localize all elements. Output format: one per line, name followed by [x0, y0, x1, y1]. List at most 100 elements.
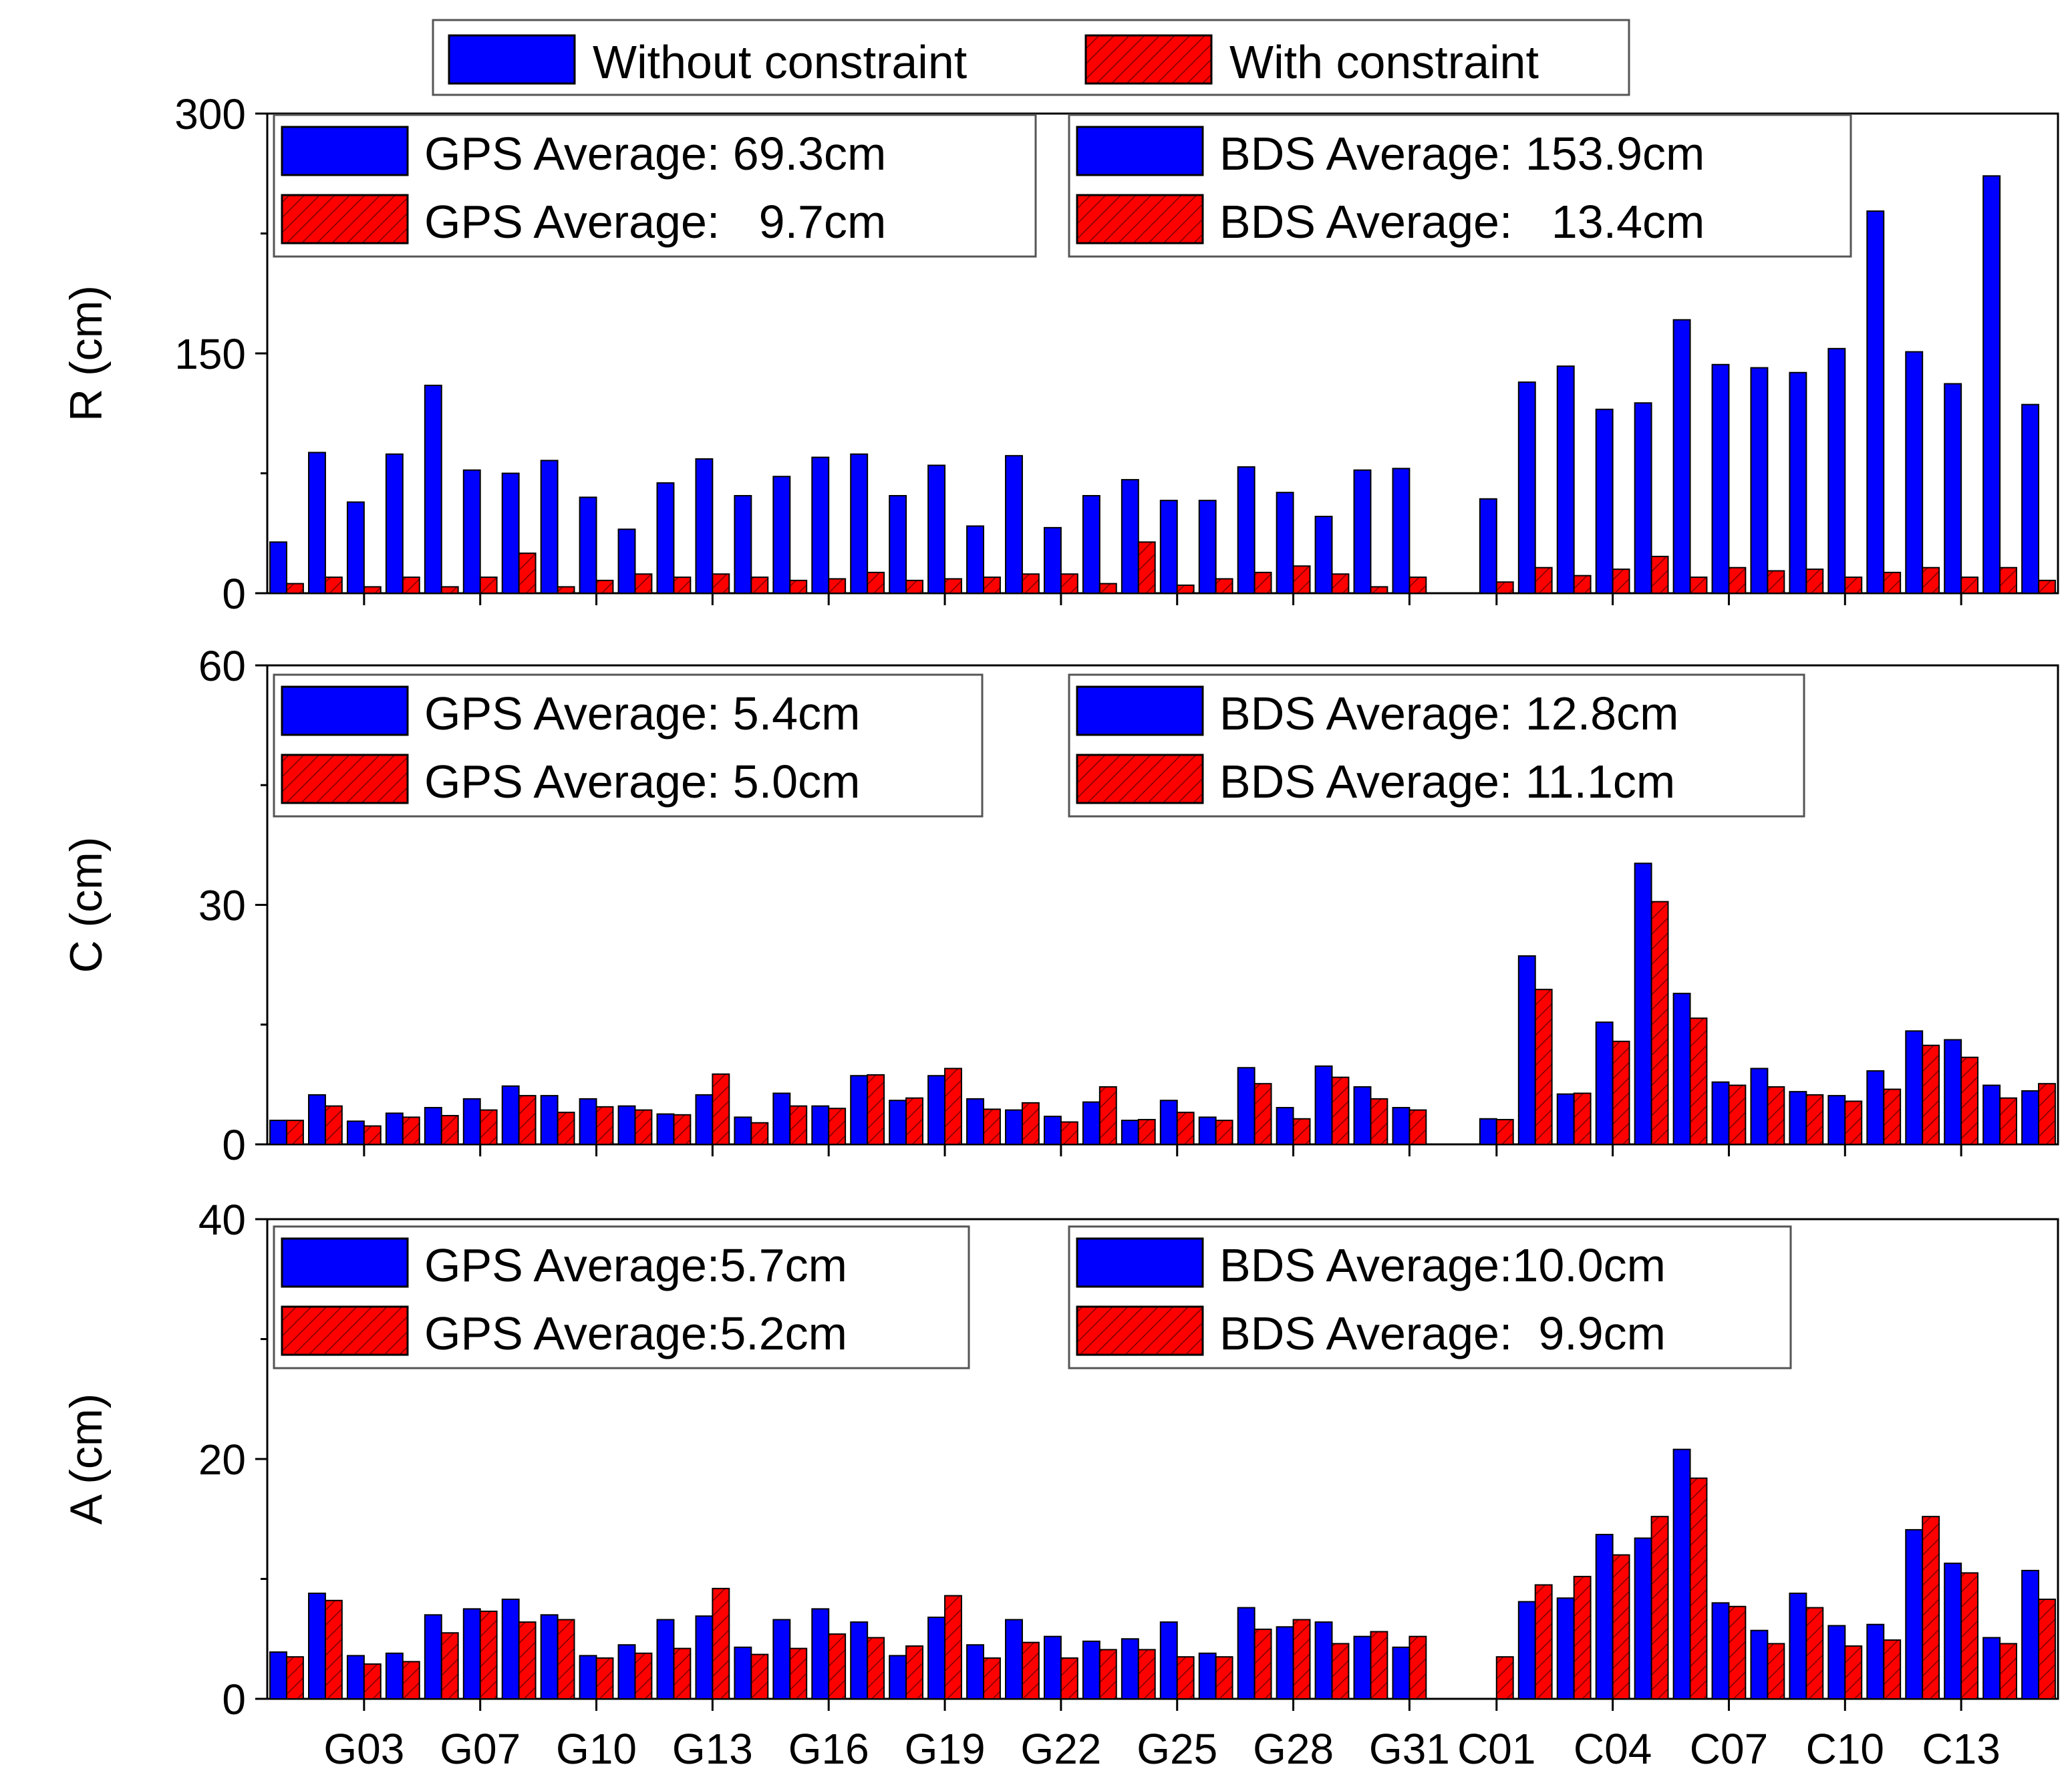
bar-without-constraint [269, 541, 287, 594]
bar-with-constraint [1573, 1092, 1592, 1146]
bar-with-constraint [440, 586, 459, 595]
bar-without-constraint [1159, 1621, 1178, 1700]
bar-with-constraint [828, 578, 847, 595]
bar-without-constraint [1517, 381, 1536, 595]
bar-with-constraint [1922, 1516, 1940, 1699]
bar-without-constraint [1392, 468, 1411, 594]
bar-with-constraint [944, 578, 962, 595]
bar-with-constraint [518, 1095, 537, 1145]
bar-with-constraint [479, 577, 498, 594]
bar-without-constraint [1159, 1100, 1178, 1146]
bar-without-constraint [462, 1608, 481, 1699]
bar-with-constraint [1292, 565, 1311, 595]
swatch-without-constraint [281, 685, 409, 736]
bar-without-constraint [540, 1614, 559, 1700]
bar-without-constraint [2021, 1569, 2040, 1700]
bar-without-constraint [656, 482, 675, 594]
bar-with-constraint [750, 1653, 769, 1699]
bar-without-constraint [1121, 479, 1139, 594]
bar-without-constraint [1634, 1537, 1652, 1699]
bar-without-constraint [424, 1107, 442, 1146]
bar-with-constraint [1253, 1083, 1272, 1146]
average-box: GPS Average: 69.3cm GPS Average: 9.7cm [273, 114, 1037, 258]
bar-with-constraint [1253, 571, 1272, 594]
bar-without-constraint [1595, 1021, 1614, 1146]
bar-without-constraint [501, 1599, 520, 1699]
bar-without-constraint [1789, 1091, 1807, 1146]
average-label: BDS Average: 12.8cm [1219, 687, 1678, 740]
bar-with-constraint [1883, 1639, 1902, 1699]
bar-without-constraint [1314, 516, 1333, 594]
bar-with-constraint [867, 1637, 885, 1700]
bar-with-constraint [867, 1074, 885, 1146]
bar-without-constraint [1043, 1635, 1062, 1699]
bar-without-constraint [1198, 500, 1217, 594]
bar-with-constraint [557, 1619, 575, 1700]
swatch-without-constraint [1076, 1237, 1204, 1288]
bar-without-constraint [1198, 1652, 1217, 1700]
bar-with-constraint [1409, 1635, 1427, 1699]
y-tick-label: 0 [222, 1121, 246, 1169]
bar-without-constraint [1082, 1101, 1100, 1146]
bar-with-constraint [324, 1105, 343, 1146]
bar-without-constraint [1711, 363, 1730, 595]
bar-without-constraint [1392, 1646, 1411, 1699]
bar-with-constraint [1098, 1086, 1117, 1145]
bar-without-constraint [1750, 1068, 1769, 1145]
bar-with-constraint [1495, 581, 1514, 594]
bar-without-constraint [308, 452, 326, 594]
bar-with-constraint [1883, 571, 1902, 594]
bar-with-constraint [828, 1633, 847, 1700]
bar-without-constraint [1043, 1116, 1062, 1146]
bar-without-constraint [1392, 1107, 1411, 1146]
bar-with-constraint [1883, 1088, 1902, 1146]
bar-without-constraint [1711, 1602, 1730, 1699]
bar-with-constraint [1021, 573, 1040, 595]
bar-without-constraint [966, 525, 985, 594]
swatch-with-constraint [281, 194, 409, 245]
bar-with-constraint [1370, 1631, 1388, 1699]
bar-without-constraint [462, 1098, 481, 1146]
bar-without-constraint [1479, 498, 1497, 594]
bar-without-constraint [1517, 1601, 1536, 1699]
average-label: GPS Average:5.2cm [424, 1307, 847, 1359]
bar-with-constraint [1999, 1097, 2017, 1145]
average-label: GPS Average: 5.4cm [424, 687, 860, 740]
bar-without-constraint [346, 1655, 365, 1699]
x-tick-label: C07 [1690, 1725, 1768, 1773]
bar-without-constraint [1866, 210, 1885, 594]
bar-with-constraint [440, 1632, 459, 1699]
bar-with-constraint [1292, 1118, 1311, 1146]
bar-without-constraint [772, 476, 791, 595]
bar-without-constraint [1005, 1619, 1023, 1700]
bar-with-constraint [634, 1652, 653, 1700]
bar-without-constraint [1314, 1065, 1333, 1146]
bar-with-constraint [557, 586, 575, 595]
bar-without-constraint [1982, 175, 2001, 594]
swatch-without-constraint [1076, 685, 1204, 736]
bar-with-constraint [1215, 578, 1233, 595]
bar-with-constraint [1612, 1554, 1630, 1700]
bar-with-constraint [1805, 569, 1824, 594]
bar-without-constraint [269, 1120, 287, 1146]
bar-with-constraint [983, 577, 1001, 594]
y-axis-title: A (cm) [61, 1394, 112, 1524]
bar-with-constraint [1767, 570, 1785, 595]
bar-with-constraint [1612, 1040, 1630, 1145]
bar-with-constraint [479, 1610, 498, 1700]
bar-without-constraint [1237, 1607, 1255, 1700]
bar-without-constraint [1827, 1625, 1846, 1699]
bar-with-constraint [1215, 1656, 1233, 1700]
bar-with-constraint [1409, 577, 1427, 594]
bar-with-constraint [1922, 1044, 1940, 1145]
bar-without-constraint [385, 1112, 404, 1146]
bar-without-constraint [811, 1105, 830, 1146]
bar-with-constraint [1098, 1649, 1117, 1700]
average-label: BDS Average: 9.9cm [1219, 1307, 1666, 1359]
legend-frame [432, 19, 1630, 96]
bar-without-constraint [1314, 1621, 1333, 1700]
bar-without-constraint [1082, 1640, 1100, 1700]
